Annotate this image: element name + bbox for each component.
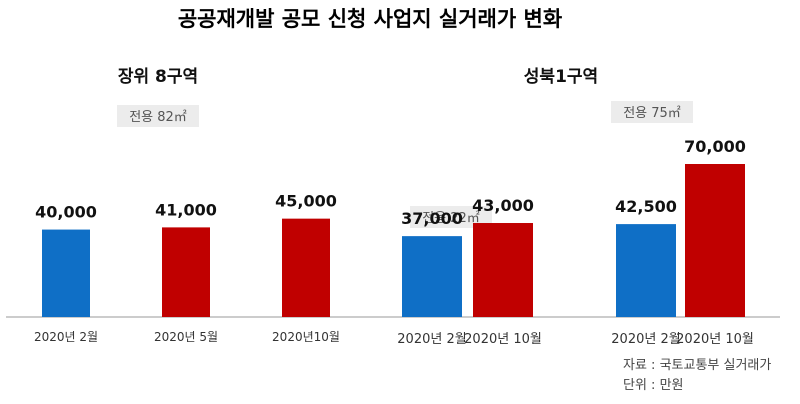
jangwi8-bar-1 bbox=[42, 229, 90, 317]
seongbuk1-75-value-label-2: 70,000 bbox=[684, 137, 746, 156]
group-title-seongbuk1: 성북1구역 bbox=[524, 67, 598, 87]
seongbuk1-22-value-label-1: 37,000 bbox=[401, 209, 463, 228]
seongbuk1-22-category-label-1: 2020년 2월 bbox=[397, 332, 466, 347]
jangwi8-value-label-2: 41,000 bbox=[155, 200, 217, 219]
seongbuk1-75-category-label-1: 2020년 2월 bbox=[611, 332, 680, 347]
seongbuk1-75-bar-1 bbox=[616, 224, 676, 317]
seongbuk1-75-category-label-2: 2020년 10월 bbox=[676, 332, 754, 347]
unit-note: 단위 : 만원 bbox=[623, 378, 684, 393]
area-note-seongbuk1-75: 전용 75㎡ bbox=[623, 106, 681, 121]
seongbuk1-75-value-label-1: 42,500 bbox=[615, 197, 677, 216]
area-note-jangwi8-box bbox=[117, 105, 199, 127]
area-note-jangwi8: 전용 82㎡ bbox=[129, 110, 187, 125]
chart-title: 공공재개발 공모 신청 사업지 실거래가 변화 bbox=[178, 7, 563, 31]
jangwi8-category-label-1: 2020년 2월 bbox=[34, 330, 98, 344]
seongbuk1-22-category-label-2: 2020년 10월 bbox=[464, 332, 542, 347]
group-title-jangwi8: 장위 8구역 bbox=[118, 67, 198, 87]
jangwi8-category-label-3: 2020년10월 bbox=[272, 330, 340, 344]
jangwi8-category-label-2: 2020년 5월 bbox=[154, 330, 218, 344]
area-note-seongbuk1-22-box bbox=[410, 206, 492, 228]
seongbuk1-22-bar-1 bbox=[402, 236, 462, 317]
area-note-seongbuk1-75-box bbox=[611, 101, 693, 123]
jangwi8-value-label-1: 40,000 bbox=[35, 203, 97, 222]
seongbuk1-22-value-label-2: 43,000 bbox=[472, 196, 534, 215]
source-note: 자료 : 국토교통부 실거래가 bbox=[623, 358, 771, 373]
seongbuk1-22-bar-2 bbox=[473, 223, 533, 317]
jangwi8-bar-3 bbox=[282, 218, 330, 317]
jangwi8-bar-2 bbox=[162, 227, 210, 317]
jangwi8-value-label-3: 45,000 bbox=[275, 192, 337, 211]
seongbuk1-75-bar-2 bbox=[685, 164, 745, 317]
area-note-seongbuk1-22: 전용 22㎡ bbox=[422, 211, 480, 226]
